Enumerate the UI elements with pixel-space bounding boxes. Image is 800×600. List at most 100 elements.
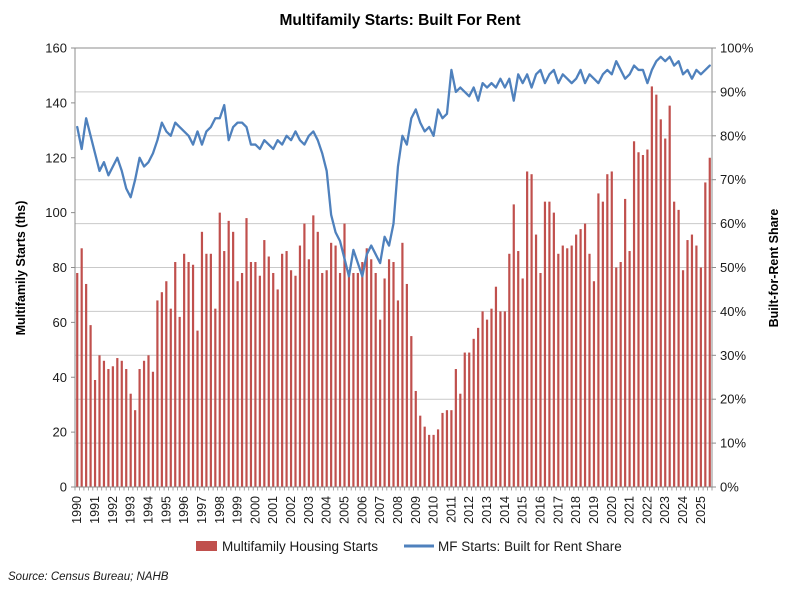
bar	[134, 410, 137, 487]
bar	[690, 234, 694, 487]
year-label: 2003	[302, 496, 316, 524]
year-label: 2025	[694, 496, 708, 524]
bar	[174, 262, 177, 487]
bar	[205, 253, 208, 487]
bar	[401, 242, 404, 487]
right-tick-label: 50%	[720, 260, 746, 275]
bar	[530, 174, 533, 487]
bar	[588, 253, 591, 487]
year-label: 2007	[373, 496, 387, 524]
chart-title: Multifamily Starts: Built For Rent	[279, 12, 520, 29]
bar	[699, 267, 702, 487]
year-label: 2010	[427, 496, 441, 524]
bar	[472, 338, 475, 487]
bar	[419, 415, 422, 487]
left-tick-label: 60	[53, 315, 67, 330]
bar	[85, 283, 88, 487]
bar	[659, 119, 662, 487]
bar	[601, 201, 604, 487]
legend: Multifamily Housing Starts MF Starts: Bu…	[196, 539, 622, 554]
bar	[503, 311, 506, 487]
bar	[441, 412, 444, 487]
bar	[566, 248, 569, 487]
year-label: 2009	[409, 496, 423, 524]
year-label: 2023	[658, 496, 672, 524]
bar	[272, 272, 275, 487]
bar	[289, 270, 293, 487]
bar	[575, 234, 578, 487]
bar	[521, 278, 524, 487]
right-tick-label: 100%	[720, 41, 754, 56]
source-note: Source: Census Bureau; NAHB	[8, 571, 169, 583]
bar	[125, 369, 128, 487]
bar	[673, 201, 676, 487]
bar	[151, 371, 155, 487]
bar	[450, 410, 453, 487]
bar	[334, 245, 337, 487]
left-tick-label: 120	[45, 150, 67, 165]
bar	[615, 267, 618, 487]
bar	[499, 311, 502, 487]
bar	[681, 270, 685, 487]
year-label: 2001	[266, 496, 280, 524]
year-label: 2006	[355, 496, 369, 524]
bar	[285, 251, 288, 487]
bar	[543, 201, 547, 487]
bar-series-label: Multifamily Housing Starts	[222, 539, 378, 554]
bar	[392, 262, 395, 487]
right-tick-label: 60%	[720, 216, 746, 231]
bar	[200, 231, 204, 487]
bar	[704, 182, 707, 487]
bar	[485, 319, 489, 487]
year-label: 1994	[142, 496, 156, 524]
bar-series	[76, 86, 711, 488]
right-axis-title: Built-for-Rent Share	[767, 209, 781, 328]
year-label: 2013	[480, 496, 494, 524]
bar	[142, 360, 146, 487]
bar	[405, 283, 408, 487]
year-label: 2017	[551, 496, 565, 524]
year-label: 2004	[320, 496, 334, 524]
bar	[494, 286, 498, 487]
bar	[597, 193, 600, 488]
bar	[330, 242, 333, 487]
year-label: 2015	[516, 496, 530, 524]
year-label: 2005	[338, 496, 352, 524]
bar	[223, 251, 226, 487]
year-label: 2018	[569, 496, 583, 524]
bar	[539, 272, 542, 487]
bar	[548, 201, 551, 487]
bar	[365, 248, 368, 487]
bar	[512, 204, 515, 487]
bar	[361, 262, 364, 487]
left-tick-label: 140	[45, 95, 67, 110]
bar	[303, 223, 306, 487]
bar	[508, 253, 511, 487]
bar	[178, 316, 181, 487]
bar	[708, 157, 711, 487]
bar	[347, 270, 351, 487]
right-tick-label: 70%	[720, 172, 746, 187]
bar	[610, 171, 613, 487]
bar	[165, 281, 168, 487]
bar	[191, 264, 195, 487]
left-tick-label: 20	[53, 425, 67, 440]
bar	[436, 429, 440, 487]
left-tick-label: 160	[45, 41, 67, 56]
bar	[374, 272, 377, 487]
bar	[227, 220, 230, 488]
bar	[490, 308, 493, 487]
right-tick-label: 20%	[720, 392, 746, 407]
bar	[169, 308, 172, 487]
bar	[641, 155, 645, 487]
bar	[325, 270, 328, 487]
bar	[321, 272, 324, 487]
bar-series-swatch	[196, 541, 217, 551]
bar	[668, 105, 671, 488]
bar	[583, 223, 587, 487]
bar	[120, 360, 123, 487]
year-label: 1999	[231, 496, 245, 524]
bar	[102, 360, 106, 487]
year-label: 2019	[587, 496, 601, 524]
